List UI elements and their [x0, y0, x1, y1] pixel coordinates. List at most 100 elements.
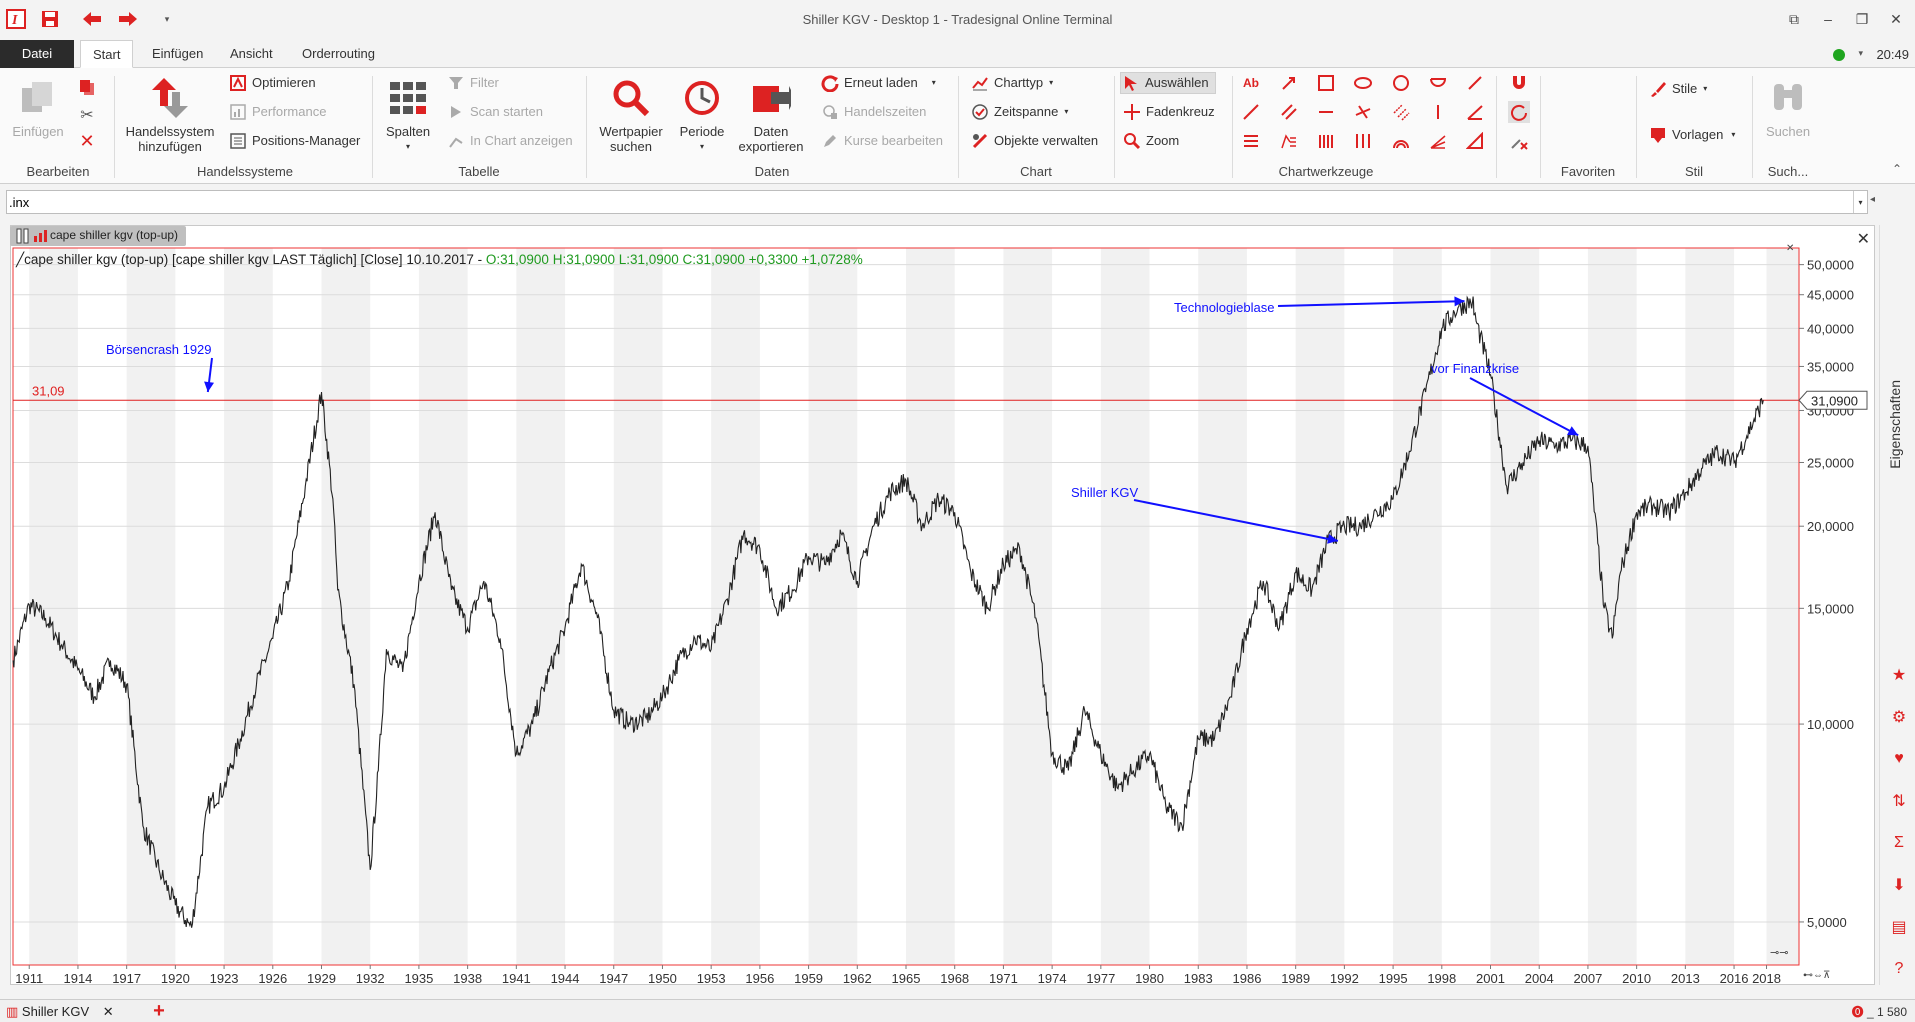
- transfer-icon[interactable]: ⇅: [1892, 793, 1906, 810]
- document-tab-close-icon[interactable]: ✕: [102, 1004, 114, 1019]
- angle-tool-icon[interactable]: [1464, 101, 1486, 123]
- favorite-star-icon[interactable]: ★: [1891, 667, 1907, 684]
- positions-manager-button[interactable]: Positions-Manager: [228, 130, 360, 152]
- trading-system-icon: [148, 76, 192, 120]
- tab-orderrouting[interactable]: Orderrouting: [302, 46, 375, 61]
- cross-lines-tool-icon[interactable]: [1352, 101, 1374, 123]
- trendline-tool-icon[interactable]: [1240, 101, 1262, 123]
- save-icon[interactable]: [38, 7, 62, 31]
- text-tool-icon[interactable]: Ab: [1243, 76, 1259, 90]
- handelszeiten-button[interactable]: Handelszeiten: [820, 101, 926, 123]
- performance-button[interactable]: Performance: [228, 101, 326, 123]
- symbol-bar: ▾: [6, 190, 1868, 214]
- status-dropdown-icon[interactable]: ▾: [1858, 48, 1863, 58]
- erneut-laden-dropdown-icon: ▾: [931, 78, 936, 87]
- minimize-icon[interactable]: –: [1824, 11, 1832, 27]
- cut-icon[interactable]: ✂: [80, 107, 94, 124]
- undo-arrow-icon[interactable]: [80, 7, 104, 31]
- pause-icon[interactable]: [16, 228, 30, 247]
- kurse-bearbeiten-button[interactable]: Kurse bearbeiten: [820, 130, 943, 152]
- close-icon[interactable]: ✕: [1890, 10, 1902, 27]
- tab-einfuegen[interactable]: Einfügen: [152, 46, 204, 61]
- filter-button[interactable]: Filter: [446, 72, 499, 94]
- copy-icon[interactable]: [76, 76, 98, 98]
- tab-datei[interactable]: Datei: [0, 40, 74, 68]
- arc-tool-icon[interactable]: [1427, 72, 1449, 94]
- horizontal-line-tool-icon[interactable]: [1315, 101, 1337, 123]
- vorlagen-button[interactable]: Vorlagen ▾: [1648, 124, 1735, 146]
- fibonacci-tool-icon[interactable]: [1240, 130, 1262, 152]
- fadenkreuz-button[interactable]: Fadenkreuz: [1122, 101, 1215, 123]
- suchen-button[interactable]: Suchen: [1760, 76, 1816, 139]
- handelssystem-hinzufuegen-button[interactable]: Handelssystem hinzufügen: [122, 76, 218, 154]
- vorlagen-dropdown-icon: ▾: [1731, 130, 1736, 139]
- vertical-line-tool-icon[interactable]: [1427, 101, 1449, 123]
- erneut-laden-button[interactable]: Erneut laden ▾: [820, 72, 936, 94]
- tab-ansicht[interactable]: Ansicht: [230, 46, 273, 61]
- auswaehlen-button[interactable]: Auswählen: [1120, 72, 1216, 94]
- help-icon[interactable]: ?: [1894, 960, 1904, 977]
- rectangle-tool-icon[interactable]: [1315, 72, 1337, 94]
- warning-icon[interactable]: ⓿: [1851, 1005, 1864, 1019]
- document-tab[interactable]: ▥ Shiller KGV ✕: [6, 1002, 114, 1022]
- speed-lines-tool-icon[interactable]: [1427, 130, 1449, 152]
- zeitspanne-dropdown-icon: ▾: [1064, 107, 1069, 116]
- customize-dropdown-icon[interactable]: ▾: [164, 13, 170, 24]
- parallel-tool-icon[interactable]: [1390, 101, 1412, 123]
- objekte-verwalten-button[interactable]: Objekte verwalten: [970, 130, 1098, 152]
- window-title: Shiller KGV - Desktop 1 - Tradesignal On…: [802, 12, 1113, 27]
- panel-collapse-icon[interactable]: ◂: [1870, 194, 1876, 205]
- redo-arrow-icon[interactable]: [116, 7, 140, 31]
- connection-status-icon[interactable]: [1833, 49, 1845, 61]
- notes-icon[interactable]: ▤: [1891, 919, 1907, 936]
- chart-close-icon[interactable]: ✕: [1856, 231, 1870, 248]
- charttyp-button[interactable]: Charttyp ▾: [970, 72, 1053, 94]
- magnet-icon[interactable]: [1508, 72, 1530, 94]
- download-icon[interactable]: ⬇: [1892, 877, 1906, 894]
- einfuegen-button[interactable]: Einfügen: [8, 76, 68, 139]
- eigenschaften-panel-tab[interactable]: Eigenschaften: [1887, 380, 1903, 469]
- brush-icon: [1648, 79, 1668, 99]
- delete-icon[interactable]: ✕: [79, 130, 95, 151]
- daten-exportieren-button[interactable]: Daten exportieren: [736, 76, 806, 154]
- add-tab-icon[interactable]: +: [153, 1000, 165, 1022]
- sigma-icon[interactable]: Σ: [1894, 834, 1904, 851]
- spalten-button[interactable]: Spalten ▾: [380, 76, 436, 154]
- time-zones-tool-icon[interactable]: [1352, 130, 1374, 152]
- ellipse-tool-icon[interactable]: [1352, 72, 1374, 94]
- group-label-chart: Chart: [1020, 164, 1052, 179]
- periode-button[interactable]: Periode ▾: [674, 76, 730, 154]
- in-chart-anzeigen-button[interactable]: In Chart anzeigen: [446, 130, 573, 152]
- tab-start[interactable]: Start: [80, 40, 134, 68]
- legend-ohlc: O:31,0900 H:31,0900 L:31,0900 C:31,0900 …: [485, 252, 863, 267]
- collapse-ribbon-icon[interactable]: ⌃: [1892, 162, 1903, 176]
- ruler-tool-icon[interactable]: [1464, 130, 1486, 152]
- scan-starten-button[interactable]: Scan starten: [446, 101, 543, 123]
- symbol-input[interactable]: [7, 191, 1837, 213]
- arrow-tool-icon[interactable]: [1278, 72, 1300, 94]
- channel-tool-icon[interactable]: [1278, 101, 1300, 123]
- stile-button[interactable]: Stile ▾: [1648, 78, 1707, 100]
- app-logo-icon[interactable]: I: [4, 7, 28, 31]
- list-icon: [228, 131, 248, 151]
- group-label-daten: Daten: [754, 164, 790, 179]
- clock-icon: [680, 76, 724, 120]
- snap-icon[interactable]: [1508, 101, 1530, 123]
- restore-panel-icon[interactable]: ⧉: [1789, 10, 1799, 27]
- gann-tool-icon[interactable]: [1464, 72, 1486, 94]
- maximize-icon[interactable]: ❐: [1855, 10, 1869, 27]
- chart-tab[interactable]: cape shiller kgv (top-up): [10, 226, 187, 247]
- wertpapier-suchen-button[interactable]: Wertpapier suchen: [594, 76, 668, 154]
- indicator-icon[interactable]: ♥: [1894, 750, 1904, 767]
- symbol-dropdown-icon[interactable]: ▾: [1853, 191, 1867, 213]
- settings-gear-icon[interactable]: ⚙: [1891, 709, 1907, 726]
- circle-tool-icon[interactable]: [1390, 72, 1412, 94]
- fib-fan-tool-icon[interactable]: [1278, 130, 1300, 152]
- zoom-button[interactable]: Zoom: [1122, 130, 1179, 152]
- cycle-lines-tool-icon[interactable]: [1315, 130, 1337, 152]
- delete-drawings-icon[interactable]: [1508, 130, 1530, 152]
- zeitspanne-button[interactable]: Zeitspanne ▾: [970, 101, 1068, 123]
- optimieren-button[interactable]: Optimieren: [228, 72, 316, 94]
- fib-arcs-tool-icon[interactable]: [1390, 130, 1412, 152]
- reload-icon: [820, 73, 840, 93]
